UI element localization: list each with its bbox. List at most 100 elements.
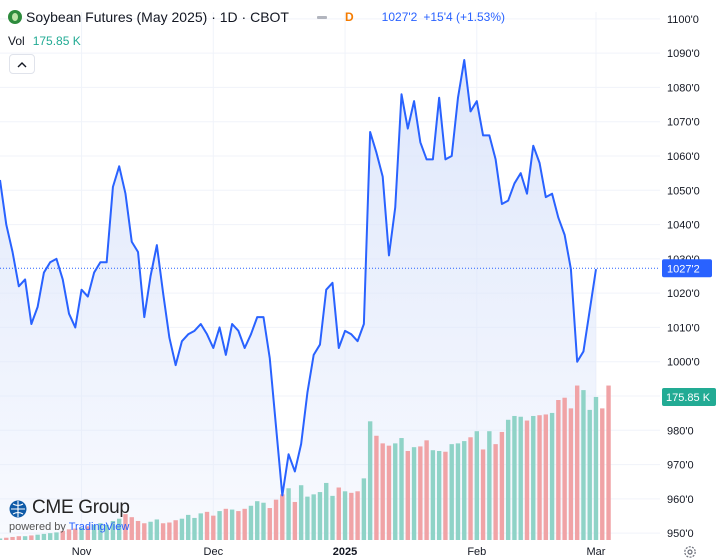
volume-bar (405, 450, 410, 540)
price-tick-label: 1040'0 (667, 220, 700, 232)
price-tick-label: 1050'0 (667, 185, 700, 197)
price-tick-label: 1070'0 (667, 117, 700, 129)
globe-icon (9, 500, 27, 518)
volume-bar (512, 415, 517, 540)
volume-bar (60, 530, 65, 540)
volume-bar (380, 443, 385, 540)
volume-bar (248, 505, 254, 540)
volume-bar (217, 511, 222, 540)
volume-bar (568, 408, 574, 540)
soybean-logo-icon (8, 10, 22, 24)
volume-bar (47, 533, 53, 540)
volume-bar (229, 509, 235, 540)
price-tick-label: 980'0 (667, 425, 694, 437)
volume-bar (593, 396, 599, 540)
price-tick-label: 1090'0 (667, 48, 700, 60)
volume-bar (324, 482, 329, 540)
volume-bar (110, 520, 116, 540)
volume-bar (160, 523, 166, 540)
volume-bar (487, 431, 492, 540)
last-price-label-bg (662, 259, 712, 278)
volume-bar (135, 520, 141, 540)
volume-bar (186, 514, 191, 540)
volume-bar (556, 400, 561, 540)
volume-bar (411, 447, 417, 540)
last-price-label: 1027'2 (667, 263, 700, 275)
volume-bar (543, 414, 549, 540)
last-volume-label-bg (662, 387, 716, 406)
tradingview-label: TradingView (68, 521, 130, 533)
last-price-quote: 1027'2 (381, 10, 418, 24)
price-tick-label: 1100'0 (667, 14, 699, 26)
title-row: Soybean Futures (May 2025) · 1D · CBOT D… (8, 8, 505, 26)
volume-bar (606, 385, 611, 540)
volume-bar (355, 491, 360, 540)
time-tick-label: Nov (72, 546, 92, 558)
volume-bar (443, 451, 448, 540)
volume-bar (242, 508, 247, 540)
volume-bar (468, 437, 473, 540)
volume-bar (449, 444, 454, 540)
volume-bar (273, 499, 279, 540)
price-tick-label: 1060'0 (667, 151, 700, 163)
volume-bar (41, 533, 47, 540)
volume-bar (255, 501, 260, 540)
volume-bar (587, 409, 592, 540)
volume-value: 175.85 K (32, 34, 81, 48)
volume-bar (223, 508, 229, 540)
volume-legend: Vol 175.85 K (8, 34, 81, 48)
price-tick-label: 1000'0 (667, 357, 700, 369)
volume-bar (129, 517, 134, 540)
volume-bar (342, 491, 348, 540)
volume-bar (117, 518, 122, 540)
price-change-quote: +15'4 (+1.53%) (423, 10, 506, 24)
volume-bar (204, 511, 210, 540)
volume-bar (386, 445, 392, 540)
volume-bar (418, 446, 423, 540)
powered-by-label: powered by (9, 521, 66, 533)
volume-bar (261, 502, 266, 540)
volume-bar (154, 519, 160, 540)
volume-bar (562, 397, 567, 540)
volume-bar (16, 536, 22, 540)
volume-bar (85, 526, 91, 540)
volume-bar (317, 492, 323, 540)
volume-bar (198, 513, 203, 540)
price-tick-label: 1080'0 (667, 82, 700, 94)
last-volume-label: 175.85 K (666, 392, 711, 404)
time-tick-label: Dec (204, 546, 224, 558)
symbol-title[interactable]: Soybean Futures (May 2025) · 1D · CBOT (26, 9, 289, 25)
volume-bar (10, 536, 15, 540)
cme-group-logo[interactable]: CME Group powered by TradingView (8, 497, 158, 537)
price-tick-label: 950'0 (667, 528, 694, 540)
volume-bar (311, 494, 316, 540)
volume-bar (236, 511, 241, 540)
volume-bar (35, 534, 40, 540)
volume-bar (66, 529, 72, 540)
volume-bar (173, 520, 178, 540)
price-line (0, 59, 597, 497)
volume-bar (98, 523, 103, 540)
collapse-legend-button[interactable] (9, 54, 35, 74)
volume-bar (330, 495, 335, 540)
volume-bar (581, 390, 586, 540)
volume-label: Vol (8, 34, 25, 48)
price-tick-label: 1010'0 (667, 322, 700, 334)
volume-bar (29, 535, 34, 540)
volume-bar (505, 419, 511, 540)
volume-bar (455, 443, 461, 540)
volume-bar (474, 431, 479, 540)
price-tick-label: 970'0 (667, 460, 694, 472)
volume-bar (179, 518, 185, 540)
time-tick-label: 2025 (333, 546, 357, 558)
powered-by-text: powered by TradingView (9, 521, 129, 533)
volume-bar (91, 524, 97, 540)
volume-bar (79, 527, 84, 540)
volume-bar (367, 421, 373, 540)
gear-icon[interactable] (683, 545, 697, 559)
volume-bar (524, 420, 530, 540)
volume-bar (54, 532, 59, 540)
volume-bar (167, 522, 172, 540)
volume-bar (142, 523, 147, 540)
volume-bar (292, 501, 298, 540)
